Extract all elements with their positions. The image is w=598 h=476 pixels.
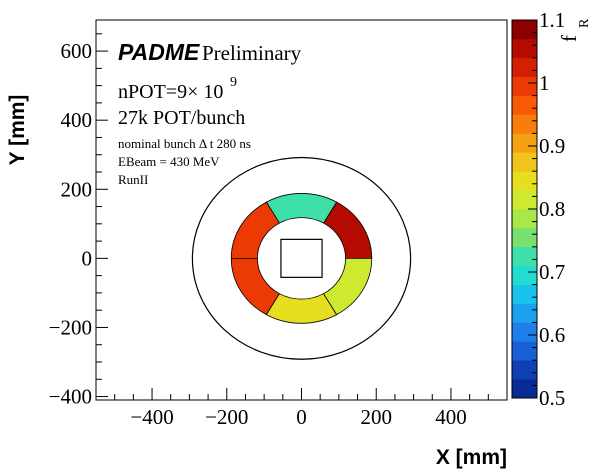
npot-label: nPOT=9× 10 xyxy=(118,81,223,103)
colorbar-band xyxy=(512,114,537,134)
ring-segment-bottom-right xyxy=(322,257,373,316)
colorbar-tick-label: 0.5 xyxy=(539,386,565,410)
colorbar-band xyxy=(512,152,537,172)
brand-label: PADME xyxy=(118,39,200,65)
colorbar-band xyxy=(512,209,537,229)
colorbar-band xyxy=(512,76,537,96)
colorbar-band xyxy=(512,360,537,380)
npot-exponent: 9 xyxy=(230,75,237,90)
y-tick-label: 200 xyxy=(61,177,93,201)
colorbar-tick-label: 1 xyxy=(539,71,550,95)
pot-per-bunch-label: 27k POT/bunch xyxy=(118,107,245,129)
colorbar-label-subscript: R xyxy=(577,18,592,28)
ebeam-label: EBeam = 430 MeV xyxy=(118,154,220,169)
colorbar-band xyxy=(512,265,537,285)
x-tick-label: −200 xyxy=(205,405,248,429)
central-square xyxy=(280,238,323,278)
x-tick-label: 0 xyxy=(296,405,307,429)
axis-ticks: −400 −200 0 200 400 −400 −200 0 200 400 600 xyxy=(49,33,508,429)
y-tick-label: 600 xyxy=(61,39,93,63)
y-tick-label: 400 xyxy=(61,108,93,132)
x-tick-label: −400 xyxy=(130,405,173,429)
bunch-length-label: nominal bunch Δ t 280 ns xyxy=(118,136,251,151)
run-label: RunII xyxy=(118,172,148,187)
colorbar: 0.5 0.6 0.7 0.8 0.9 1 1.1 xyxy=(511,8,565,410)
colorbar-band xyxy=(512,379,537,399)
colorbar-band xyxy=(512,95,537,115)
y-tick-label: −200 xyxy=(49,315,92,339)
colorbar-band xyxy=(512,171,537,191)
plot-area: −400 −200 0 200 400 −400 −200 0 200 400 600 xyxy=(49,19,508,429)
outer-circle xyxy=(191,156,412,360)
colorbar-tick-label: 1.1 xyxy=(539,8,565,32)
colorbar-label: f xyxy=(557,35,581,42)
colorbar-band xyxy=(512,133,537,153)
colorbar-tick-label: 0.6 xyxy=(539,323,565,347)
colorbar-tick-label: 0.8 xyxy=(539,197,565,221)
colorbar-band xyxy=(512,322,537,342)
colorbar-band xyxy=(512,190,537,210)
y-tick-label: 0 xyxy=(82,246,93,270)
colorbar-band xyxy=(512,20,537,40)
detector-layer xyxy=(191,156,412,360)
x-axis-title: X [mm] xyxy=(436,446,507,469)
annotation-block: PADME Preliminary nPOT=9× 10 9 27k POT/b… xyxy=(118,39,302,187)
colorbar-tick-label: 0.9 xyxy=(539,134,565,158)
colorbar-band xyxy=(512,227,537,248)
preliminary-label: Preliminary xyxy=(202,41,302,65)
y-tick-label: −400 xyxy=(49,385,92,409)
colorbar-band xyxy=(512,303,537,323)
x-tick-label: 400 xyxy=(435,405,467,429)
x-tick-label: 200 xyxy=(360,405,392,429)
colorbar-band xyxy=(512,246,537,266)
y-axis-title: Y [mm] xyxy=(6,95,29,166)
colorbar-band xyxy=(512,341,537,361)
colorbar-band xyxy=(512,38,537,59)
colorbar-tick-label: 0.7 xyxy=(539,260,565,284)
colorbar-band xyxy=(512,57,537,77)
colorbar-band xyxy=(512,284,537,304)
